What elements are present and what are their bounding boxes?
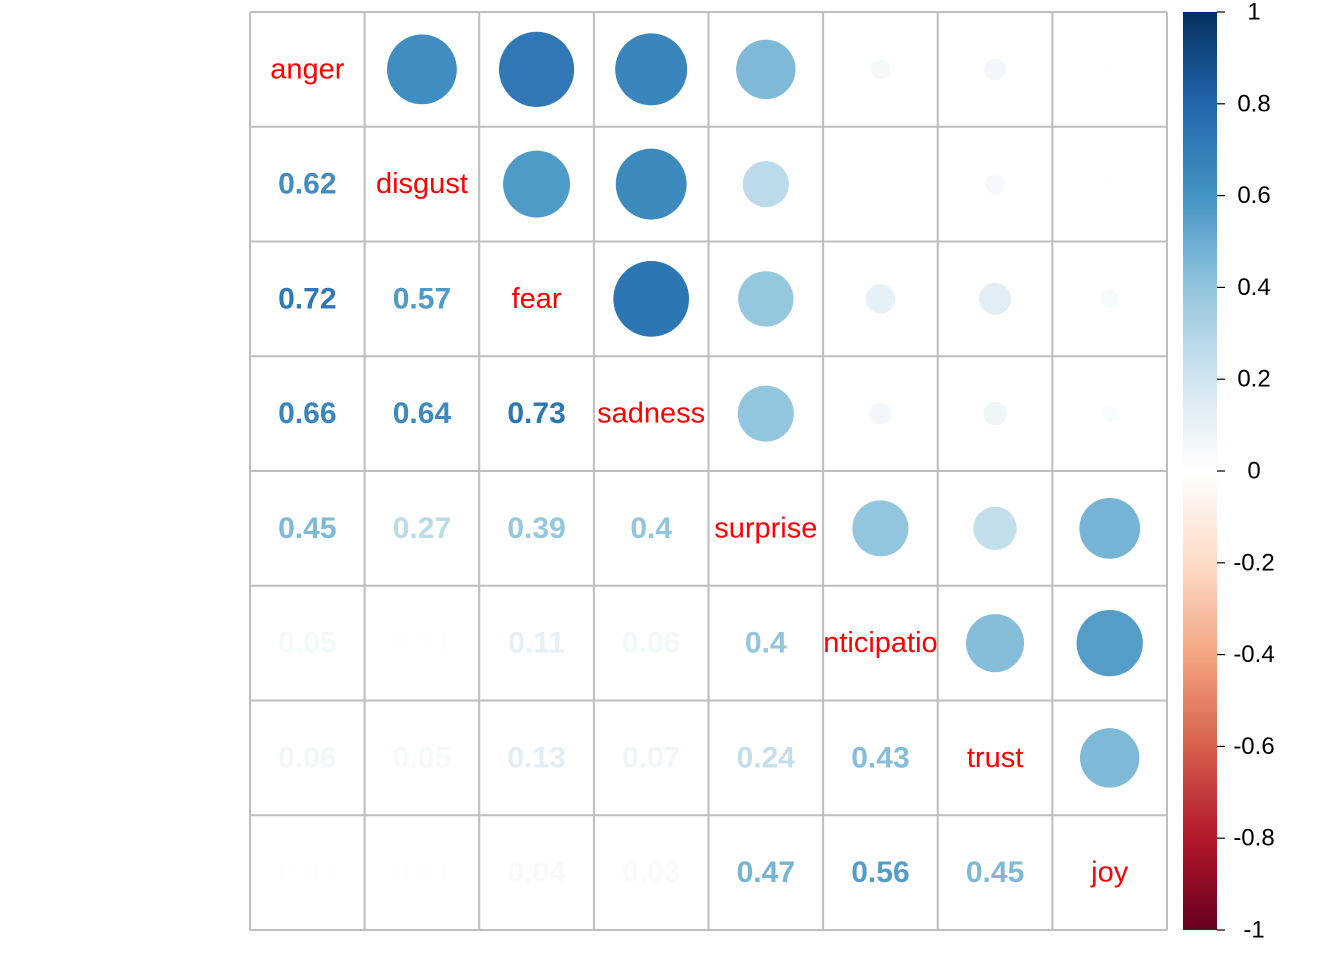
corr-circle-surprise-joy <box>1079 497 1141 559</box>
variable-label-fear: fear <box>512 283 562 315</box>
corr-circle-disgust-fear <box>503 150 571 218</box>
corr-value-trust-fear: 0.13 <box>507 741 565 774</box>
corr-value-surprise-sadness: 0.4 <box>630 512 672 545</box>
corr-value-sadness-anger: 0.66 <box>278 397 336 430</box>
colorbar-tick-label: -0.4 <box>1233 641 1274 668</box>
variable-label-trust: trust <box>967 742 1023 774</box>
corr-circle-anticipation-joy <box>1076 609 1143 677</box>
variable-label-anticipation: anticipation <box>807 627 954 659</box>
variable-label-anger: anger <box>270 53 345 85</box>
corr-circle-fear-sadness <box>613 261 690 337</box>
corr-value-sadness-disgust: 0.64 <box>393 397 452 430</box>
colorbar-tick-label: -0.8 <box>1233 825 1274 852</box>
corr-circle-fear-trust <box>979 282 1012 315</box>
variable-label-surprise: surprise <box>714 512 817 544</box>
matrix-grid <box>249 11 1168 931</box>
variable-label-disgust: disgust <box>376 168 468 200</box>
corr-circle-sadness-surprise <box>737 385 794 442</box>
colorbar-tick-label: 0 <box>1247 458 1260 485</box>
corr-value-surprise-anger: 0.45 <box>278 512 336 545</box>
corr-value-anticipation-sadness: 0.06 <box>622 627 680 660</box>
corr-value-trust-sadness: 0.07 <box>622 741 680 774</box>
corr-circle-disgust-sadness <box>615 148 687 220</box>
variable-label-sadness: sadness <box>597 398 705 430</box>
corr-circle-disgust-anticipation <box>876 179 885 189</box>
corr-circle-trust-joy <box>1079 728 1140 788</box>
colorbar-tick-label: 0.4 <box>1237 274 1270 301</box>
corr-value-surprise-disgust: 0.27 <box>393 512 451 545</box>
colorbar-tick-label: -0.6 <box>1233 733 1274 760</box>
corr-circle-anger-surprise <box>736 39 796 100</box>
corr-circle-disgust-surprise <box>742 161 789 208</box>
corr-circle-anger-anticipation <box>870 59 891 80</box>
colorbar-tick-label: 0.6 <box>1237 182 1270 209</box>
corr-value-joy-anticipation: 0.56 <box>851 856 909 889</box>
corr-circle-fear-joy <box>1100 290 1119 308</box>
colorbar-tick-label: -0.2 <box>1233 549 1274 576</box>
corr-circle-anger-sadness <box>615 33 688 106</box>
corr-value-joy-anger: 0.01 <box>278 856 336 889</box>
variable-label-joy: joy <box>1090 857 1129 889</box>
colorbar-tick-label: 1 <box>1247 0 1260 26</box>
matrix-cells: anger 0.62 disgust 0.72 0.57 fear 0.66 0.64 0.73… <box>270 31 1143 889</box>
colorbar-tick-label: 0.8 <box>1237 90 1270 117</box>
corr-value-fear-disgust: 0.57 <box>393 282 451 315</box>
corr-value-joy-surprise: 0.47 <box>737 856 795 889</box>
corr-value-trust-disgust: 0.05 <box>393 741 451 774</box>
corr-circle-disgust-trust <box>985 174 1005 195</box>
corr-value-trust-anger: 0.06 <box>278 741 336 774</box>
corr-value-fear-anger: 0.72 <box>278 282 336 315</box>
corr-value-surprise-fear: 0.39 <box>507 512 565 545</box>
corr-circle-anger-disgust <box>387 34 457 105</box>
corr-value-anticipation-anger: 0.05 <box>278 627 336 660</box>
corr-value-joy-disgust: 0.01 <box>393 856 451 889</box>
corr-value-trust-anticipation: 0.43 <box>851 741 909 774</box>
corr-circle-surprise-anticipation <box>852 500 909 557</box>
colorbar-tick-label: 0.2 <box>1237 366 1270 393</box>
colorbar: 1 0.8 0.6 0.4 0.2 0 -0.2 -0.4 -0.6 -0.8 -1 <box>1183 0 1275 944</box>
corr-value-joy-fear: 0.04 <box>507 856 566 889</box>
corr-circle-anger-trust <box>984 58 1006 81</box>
corr-value-disgust-anger: 0.62 <box>278 168 336 201</box>
colorbar-gradient <box>1183 12 1217 930</box>
corr-circle-anger-fear <box>498 31 575 107</box>
corr-circle-fear-surprise <box>738 271 794 327</box>
corr-circle-anger-joy <box>1105 64 1115 74</box>
colorbar-tick-label: -1 <box>1243 917 1264 944</box>
corr-value-anticipation-disgust: 0.01 <box>393 627 451 660</box>
corr-circle-sadness-joy <box>1102 405 1118 422</box>
corr-circle-sadness-anticipation <box>869 402 892 425</box>
corr-circle-surprise-trust <box>973 506 1017 551</box>
corr-circle-fear-anticipation <box>865 284 896 314</box>
corr-value-joy-trust: 0.45 <box>966 856 1024 889</box>
corr-circle-disgust-joy <box>1105 179 1115 189</box>
corr-value-trust-surprise: 0.24 <box>737 741 796 774</box>
corr-value-anticipation-surprise: 0.4 <box>745 627 787 660</box>
corr-circle-sadness-trust <box>983 401 1007 426</box>
corr-value-sadness-fear: 0.73 <box>507 397 565 430</box>
corr-circle-anticipation-trust <box>966 614 1025 673</box>
corr-value-anticipation-fear: 0.11 <box>508 627 565 660</box>
corr-value-joy-sadness: 0.03 <box>622 856 680 889</box>
